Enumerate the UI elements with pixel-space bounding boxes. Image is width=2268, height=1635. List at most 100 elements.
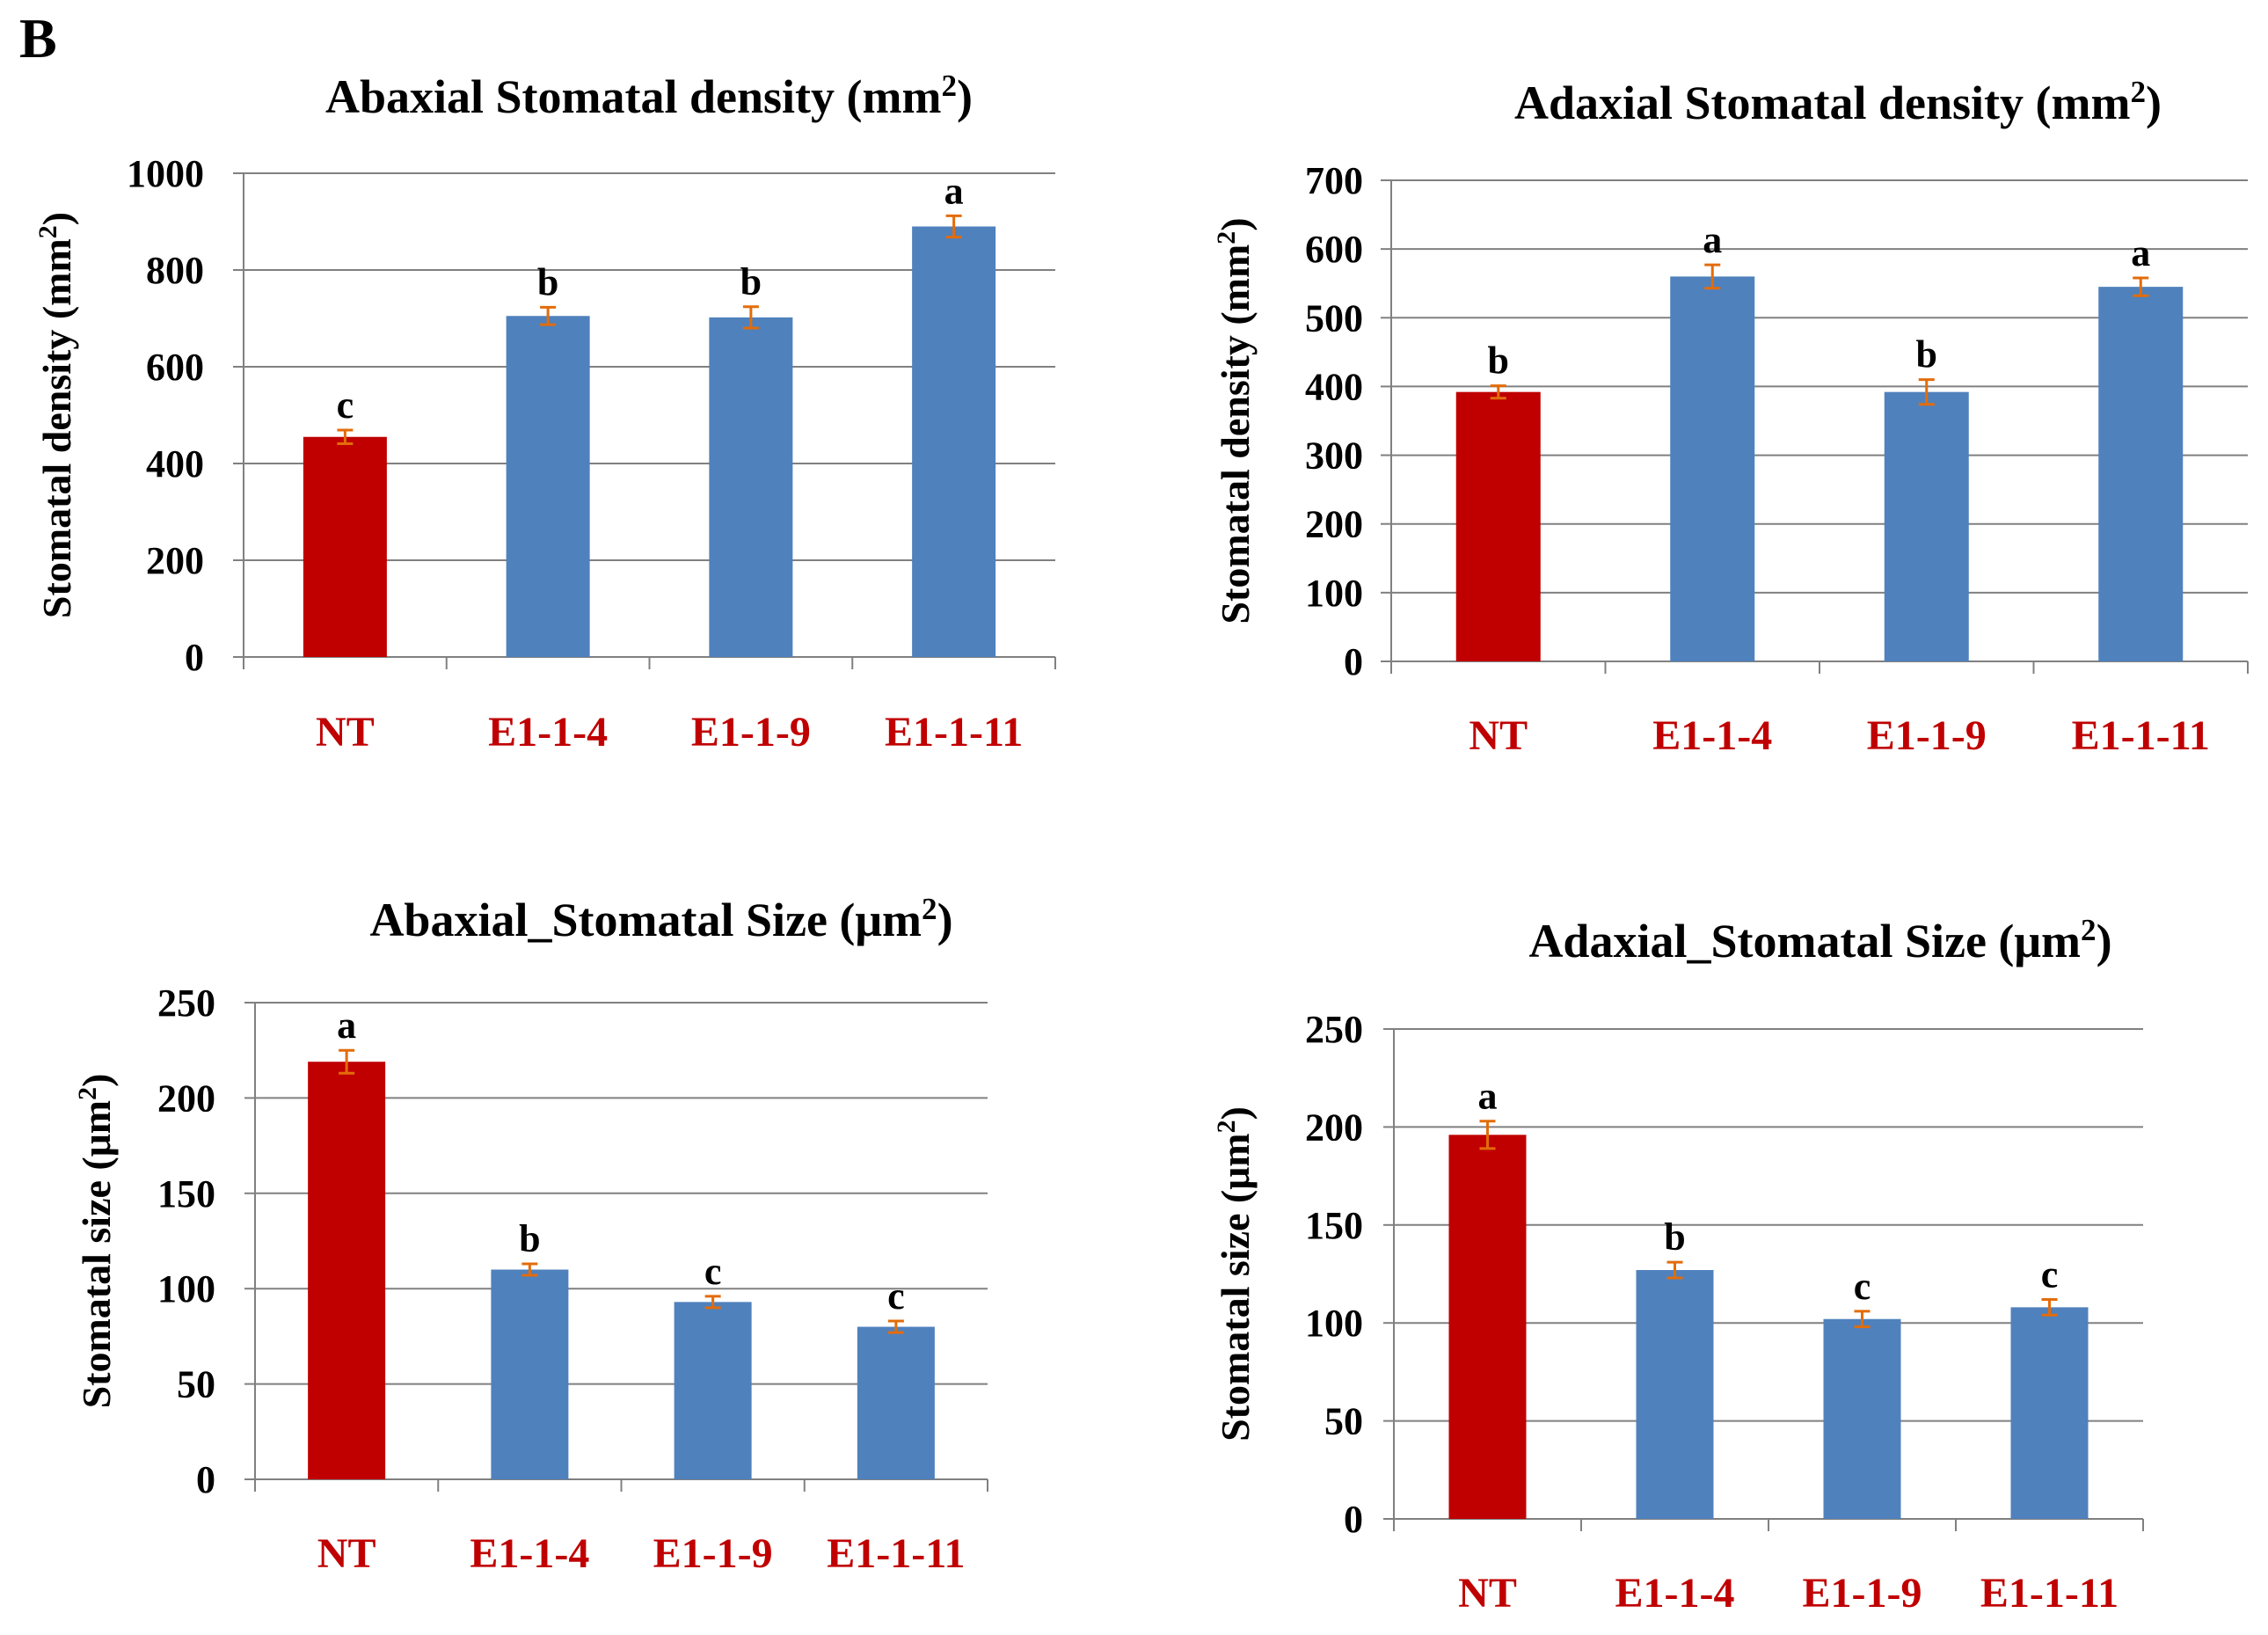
bar-e1-1-9 (1884, 391, 1969, 661)
y-tick-label: 0 (1344, 1498, 1363, 1541)
bar-e1-1-11 (912, 226, 996, 657)
bar-nt (308, 1062, 386, 1479)
bar-e1-1-9 (709, 317, 793, 657)
bar-e1-1-9 (674, 1302, 752, 1479)
y-axis-label: Stomatal size (μm2) (73, 1074, 120, 1409)
category-label: E1-1-9 (653, 1530, 773, 1577)
significance-letter: c (887, 1274, 905, 1317)
y-tick-label: 500 (1305, 296, 1363, 339)
error-bar (1666, 1260, 1683, 1280)
significance-letter: b (1916, 333, 1937, 376)
y-tick-label: 600 (146, 346, 204, 389)
bar-nt (1455, 391, 1541, 661)
y-tick-label: 400 (1305, 365, 1363, 408)
chart-title: Adaxial Stomatal density (mm2) (1514, 75, 2162, 130)
bar-e1-1-9 (1823, 1318, 1901, 1519)
y-tick-label: 300 (1305, 434, 1363, 478)
chart-title: Adaxial_Stomatal Size (μm2) (1528, 913, 2111, 968)
error-bar (1918, 378, 1935, 406)
y-tick-label: 150 (157, 1172, 215, 1215)
significance-letter: c (1854, 1265, 1871, 1308)
error-bar (887, 1319, 904, 1334)
y-tick-label: 100 (157, 1267, 215, 1310)
y-axis-label: Stomatal size (μm2) (1212, 1106, 1258, 1442)
y-axis-label: Stomatal density (mm2) (1212, 217, 1258, 624)
significance-letter: a (1478, 1075, 1498, 1118)
category-label: E1-1-11 (2072, 712, 2210, 759)
category-label: E1-1-9 (1867, 712, 1987, 759)
significance-letter: b (1664, 1215, 1685, 1259)
error-bar (742, 305, 759, 330)
error-bar (337, 428, 354, 445)
y-tick-label: 100 (1305, 1302, 1363, 1345)
significance-letter: a (1703, 218, 1722, 261)
error-bar (1704, 263, 1721, 290)
y-tick-label: 200 (1305, 1106, 1363, 1149)
y-tick-label: 0 (185, 636, 204, 679)
chart-title: Abaxial_Stomatal Size (μm2) (369, 892, 952, 947)
category-label: E1-1-9 (691, 709, 811, 755)
significance-letter: b (537, 260, 558, 303)
category-label: E1-1-4 (470, 1530, 589, 1577)
bar-e1-1-4 (491, 1269, 569, 1479)
panel-label: B (19, 7, 57, 69)
error-bar (1479, 1120, 1496, 1150)
category-label: NT (1469, 712, 1528, 759)
y-tick-label: 50 (177, 1363, 215, 1406)
bar-e1-1-11 (2098, 287, 2184, 661)
error-bar (339, 1048, 355, 1075)
y-tick-label: 150 (1305, 1204, 1363, 1247)
error-bar (1490, 384, 1506, 400)
category-label: E1-1-11 (827, 1530, 965, 1577)
category-label: NT (1458, 1570, 1517, 1617)
y-tick-label: 0 (196, 1458, 215, 1501)
y-tick-label: 200 (1305, 503, 1363, 546)
significance-letter: c (2041, 1252, 2059, 1296)
error-bar (704, 1295, 721, 1310)
category-label: E1-1-9 (1803, 1570, 1922, 1617)
bar-e1-1-4 (506, 316, 590, 657)
y-tick-label: 1000 (127, 152, 204, 195)
bar-e1-1-11 (857, 1326, 935, 1479)
category-label: E1-1-4 (1652, 712, 1772, 759)
category-label: E1-1-11 (1980, 1570, 2119, 1617)
y-tick-label: 200 (146, 539, 204, 582)
error-bar (540, 305, 557, 326)
bar-e1-1-4 (1636, 1270, 1714, 1519)
category-label: NT (317, 1530, 376, 1577)
y-tick-label: 200 (157, 1077, 215, 1120)
y-axis-label: Stomatal density (mm2) (33, 212, 80, 618)
y-tick-label: 0 (1344, 640, 1363, 683)
significance-letter: a (944, 169, 964, 212)
y-tick-label: 600 (1305, 228, 1363, 271)
chart-title: Abaxial Stomatal density (mm2) (325, 69, 973, 124)
significance-letter: b (740, 260, 762, 303)
y-tick-label: 400 (146, 442, 204, 485)
y-tick-label: 250 (1305, 1008, 1363, 1051)
error-bar (2041, 1297, 2058, 1317)
bar-nt (303, 436, 387, 657)
error-bar (1854, 1310, 1871, 1329)
y-tick-label: 50 (1324, 1400, 1363, 1443)
bar-e1-1-11 (2010, 1307, 2089, 1519)
significance-letter: a (2131, 231, 2150, 274)
error-bar (2133, 276, 2149, 297)
category-label: NT (316, 709, 375, 755)
category-label: E1-1-4 (488, 709, 608, 755)
error-bar (521, 1262, 538, 1277)
category-label: E1-1-4 (1615, 1570, 1735, 1617)
significance-letter: a (337, 1004, 356, 1047)
y-tick-label: 100 (1305, 572, 1363, 615)
error-bar (945, 214, 962, 239)
y-tick-label: 250 (157, 982, 215, 1025)
bar-nt (1448, 1135, 1527, 1519)
category-label: E1-1-11 (885, 709, 1023, 755)
significance-letter: c (337, 383, 354, 427)
y-tick-label: 800 (146, 249, 204, 292)
significance-letter: b (519, 1217, 540, 1260)
bar-e1-1-4 (1670, 276, 1755, 661)
